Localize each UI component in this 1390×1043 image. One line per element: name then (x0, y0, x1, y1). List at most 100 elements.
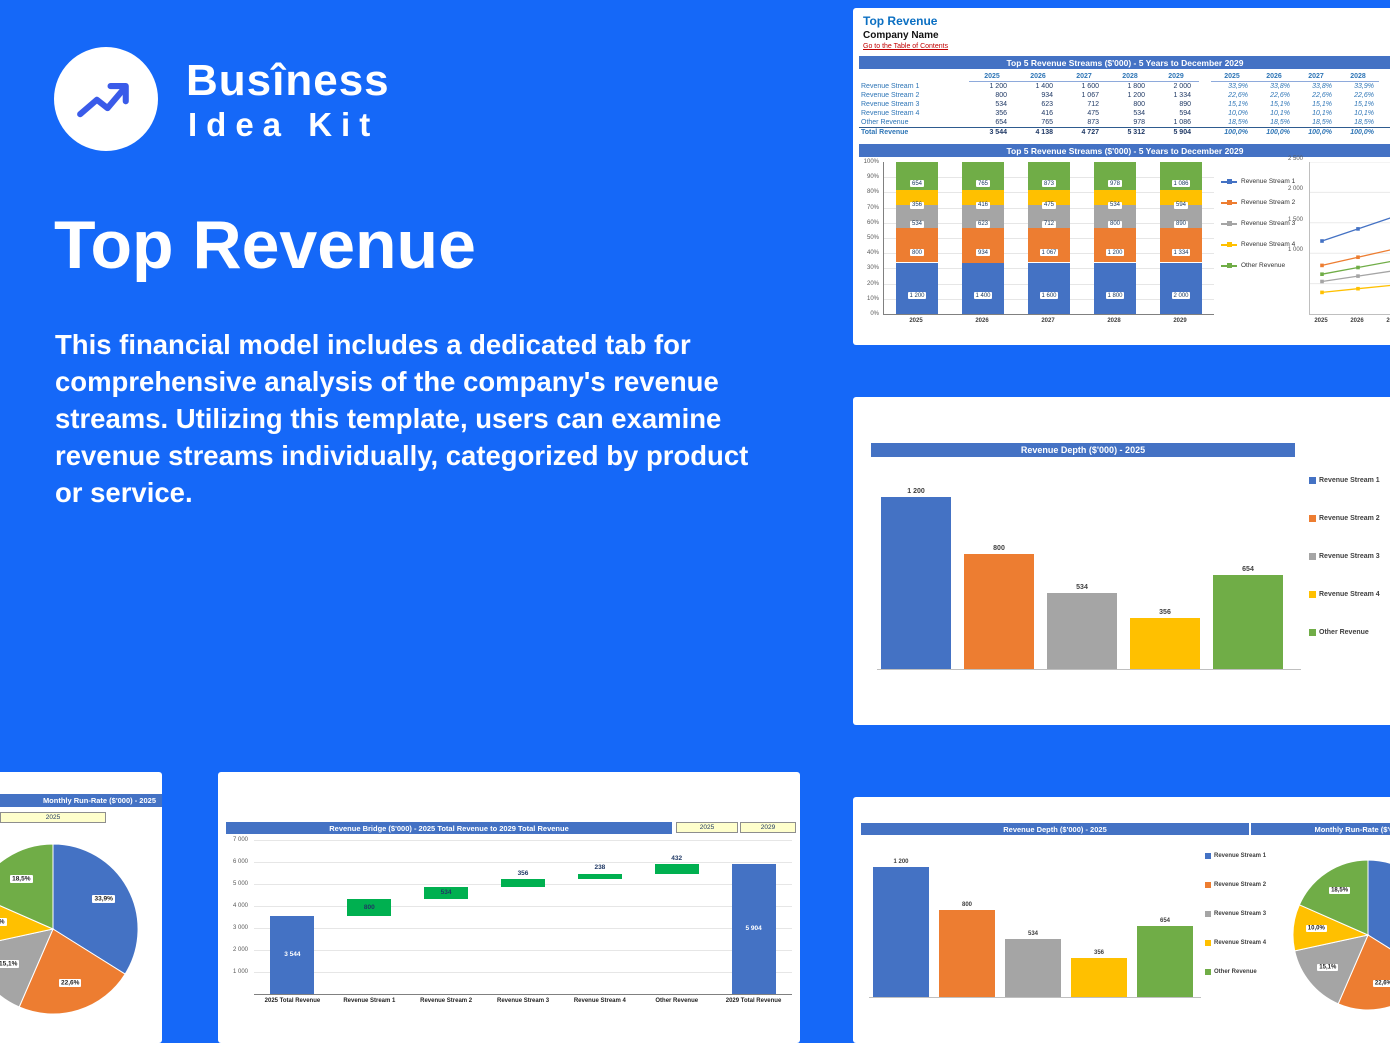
line-series (1321, 284, 1390, 294)
table-pct-cell: 100,0% (1308, 129, 1332, 136)
data-label: 1 200 (1094, 242, 1136, 258)
table-corner-cell (859, 71, 969, 82)
table-spacer (1199, 100, 1211, 109)
legend-marker (1221, 199, 1237, 205)
stacked-bar-segment (1094, 205, 1136, 229)
legend-item: Other Revenue (1205, 969, 1266, 975)
data-label-text: 890 (1174, 220, 1188, 228)
depth-small-header: Revenue Depth ($'000) - 2025 (861, 823, 1249, 835)
brand-name-line2: Idea Kit (188, 106, 380, 143)
trend-line (77, 85, 128, 118)
data-label-text: Revenue Stream 2 (1214, 882, 1267, 888)
stacked-bar-segment (962, 190, 1004, 206)
table-spacer (1199, 109, 1211, 118)
table-total-row: Total Revenue 3 544 4 138 4 727 5 312 5 904 10… (859, 127, 1390, 137)
legend-marker-square (1309, 515, 1316, 522)
row-label: Other Revenue (861, 119, 909, 126)
data-label: 10,0% (0, 917, 10, 926)
waterfall-bar (731, 864, 776, 994)
legend-item: Revenue Stream 1 (1221, 178, 1295, 185)
bridge-x-axis: 2025 Total Revenue Revenue Stream 1 Revenu… (254, 998, 792, 1012)
x-axis-label: Other Revenue (655, 998, 699, 1004)
data-label: 534 (896, 213, 938, 229)
line-marker (1356, 255, 1360, 259)
data-label: 654 (896, 173, 938, 189)
data-label: 873 (1028, 173, 1070, 189)
depth-small-legend: Revenue Stream 1 Revenue Stream 2 Revenue … (1205, 853, 1266, 998)
data-label: 1 200 (907, 488, 925, 495)
gridline (254, 950, 792, 952)
bridge-year-to-selector[interactable]: 2029 (740, 822, 796, 833)
toc-link[interactable]: Go to the Table of Contents (863, 43, 949, 50)
data-label: 432 (671, 854, 683, 862)
runrate-header: Monthly Run-Rate ($'000) - 2025 (0, 794, 162, 807)
gridline (254, 928, 792, 930)
line-series (1321, 270, 1390, 283)
runrate-year-selector[interactable]: 2025 (0, 812, 106, 823)
table-value-cell: 1 067 (1081, 92, 1099, 99)
data-label-text: Revenue Stream 1 (1214, 853, 1267, 859)
line-marker (1356, 227, 1360, 231)
year-header: 2029 (1153, 71, 1199, 82)
stacked-bar-segment (1160, 205, 1202, 229)
data-label: 712 (1028, 213, 1070, 229)
x-axis-label: 2026 (1350, 318, 1364, 324)
x-axis-label: Revenue Stream 1 (343, 998, 396, 1004)
data-label-text: 800 (1108, 220, 1122, 228)
gridline (254, 862, 792, 864)
trend-arrow-icon (77, 83, 129, 118)
table-header-row: 2025 2026 2027 2028 2029 2025 2026 2027 2028 (859, 71, 1390, 82)
data-label: 890 (1160, 213, 1202, 229)
table-value-cell: 800 (1133, 101, 1145, 108)
table-pct-cell: 10,1% (1354, 110, 1374, 117)
table-pct-cell: 10,1% (1270, 110, 1290, 117)
legend-marker-square (1205, 911, 1211, 917)
pie-slice (1337, 934, 1390, 1010)
y-tick-label: 80% (866, 189, 879, 196)
bridge-year-from-selector[interactable]: 2025 (676, 822, 738, 833)
y-tick-label: 1 500 (1287, 216, 1303, 223)
data-label: 1 200 (893, 859, 909, 865)
y-tick-label: 3 000 (232, 925, 248, 932)
x-axis-label: Revenue Stream 4 (573, 998, 626, 1004)
x-axis-label: 2025 (1314, 318, 1328, 324)
pie-slice (0, 844, 54, 930)
table-row: Revenue Stream 2 800 934 1 067 1 200 1 334 22,… (859, 91, 1390, 100)
legend-marker-square (1309, 553, 1316, 560)
data-label: 2 000 (1160, 285, 1202, 301)
data-label-text: 1 600 (1039, 292, 1058, 300)
y-tick-label: 6 000 (232, 859, 248, 866)
pie-slice (18, 928, 126, 1014)
year-header: 2028 (1107, 71, 1153, 82)
year-header-pct: 2028 (1337, 71, 1379, 82)
table-spacer (1199, 91, 1211, 100)
table-pct-cell: 18,5% (1270, 119, 1290, 126)
depth-chart-header: Revenue Depth ($'000) - 2025 (871, 443, 1295, 457)
data-label-text: 1 334 (1171, 249, 1190, 257)
data-label-text: 1 200 (1105, 249, 1124, 257)
data-label: 1 067 (1028, 242, 1070, 258)
data-label-text: 534 (1108, 201, 1122, 209)
runrate-small-header: Monthly Run-Rate ($'000) - 2025 (1251, 823, 1390, 835)
table-pct-cell: 33,8% (1270, 83, 1290, 90)
data-label: 534 (1094, 194, 1136, 210)
data-label: 534 (440, 888, 452, 896)
line-marker (1320, 263, 1324, 268)
data-label: 22,6% (55, 978, 85, 987)
bridge-header: Revenue Bridge ($'000) - 2025 Total Reve… (226, 822, 672, 834)
stacked-bar-segment (1028, 228, 1070, 263)
data-label: 356 (517, 869, 529, 877)
line-series (1321, 249, 1390, 267)
table-pct-cell: 100,0% (1350, 129, 1374, 136)
bar (964, 554, 1034, 669)
row-label: Revenue Stream 3 (861, 101, 920, 108)
legend-marker-square (1226, 178, 1232, 184)
data-label: 534 (1027, 931, 1038, 938)
table-spacer (1199, 71, 1211, 82)
legend-item: Revenue Stream 1 (1309, 477, 1380, 484)
data-label: 3 544 (284, 951, 301, 959)
stacked-bar-segment (1094, 262, 1136, 314)
bar (939, 910, 995, 997)
stacked-bar-segment (1160, 228, 1202, 263)
